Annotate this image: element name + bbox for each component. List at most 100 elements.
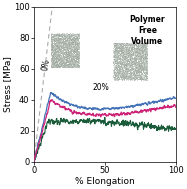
Point (51, 42, 54, 45)
Point (112, 51, 115, 54)
Point (129, 68, 132, 71)
Point (64, 48, 67, 51)
Point (65, 39, 68, 42)
Point (76, 44, 79, 47)
Point (141, 57, 144, 60)
Point (136, 49, 139, 52)
Point (56, 57, 59, 60)
Point (50, 59, 53, 62)
Point (75, 55, 78, 58)
Point (133, 67, 136, 70)
Point (142, 58, 145, 61)
Point (116, 42, 119, 45)
Point (75, 39, 78, 42)
Point (141, 56, 144, 59)
Point (120, 62, 123, 65)
Point (118, 70, 121, 73)
Point (71, 42, 74, 45)
Point (140, 65, 143, 68)
Point (141, 49, 144, 52)
Point (134, 50, 137, 53)
Point (139, 62, 142, 65)
Point (70, 42, 73, 45)
Point (123, 48, 126, 51)
Point (115, 42, 118, 45)
Point (57, 64, 60, 67)
Point (52, 36, 55, 39)
Point (58, 54, 61, 57)
Point (137, 44, 140, 47)
Point (130, 53, 133, 56)
Point (125, 76, 128, 79)
Point (50, 37, 53, 40)
Point (145, 50, 148, 53)
Point (126, 64, 129, 67)
Point (65, 57, 68, 60)
Point (137, 77, 140, 80)
Point (139, 50, 142, 53)
Point (66, 63, 69, 66)
Point (145, 47, 148, 50)
Point (66, 41, 69, 44)
Point (144, 54, 147, 57)
Point (128, 63, 131, 66)
Point (142, 77, 145, 81)
Point (115, 51, 118, 54)
Point (131, 42, 134, 45)
Point (131, 72, 134, 75)
Point (62, 32, 65, 35)
Point (117, 72, 120, 75)
Point (131, 76, 134, 79)
Point (59, 55, 62, 58)
Point (142, 76, 145, 79)
Point (65, 60, 68, 63)
Point (65, 49, 68, 52)
Point (74, 53, 77, 57)
Point (139, 58, 142, 61)
Point (144, 63, 147, 66)
Point (134, 47, 137, 50)
Point (76, 36, 79, 39)
Point (55, 64, 58, 67)
Point (52, 35, 55, 38)
Point (64, 65, 67, 68)
Point (141, 77, 144, 81)
Point (138, 56, 141, 59)
Point (130, 67, 133, 70)
Point (74, 42, 77, 45)
Point (64, 47, 67, 50)
Point (121, 44, 124, 47)
Point (141, 67, 144, 70)
Point (125, 41, 128, 44)
Point (59, 40, 62, 43)
Point (55, 45, 58, 48)
Point (143, 55, 146, 58)
Point (57, 61, 60, 64)
Point (122, 63, 125, 66)
Point (60, 51, 63, 54)
Point (54, 42, 57, 45)
Point (67, 65, 70, 68)
Point (144, 60, 147, 63)
Point (137, 44, 140, 47)
Point (133, 71, 136, 74)
Point (50, 36, 53, 39)
Point (113, 44, 116, 47)
Point (51, 53, 54, 56)
Point (115, 53, 118, 56)
Point (138, 68, 141, 71)
Point (144, 67, 147, 70)
Point (74, 58, 77, 61)
Point (53, 44, 56, 47)
Point (70, 59, 73, 62)
Point (124, 77, 127, 80)
Point (126, 44, 129, 47)
Point (136, 78, 139, 81)
Point (112, 60, 115, 63)
Point (66, 64, 69, 67)
Point (125, 65, 128, 68)
Point (128, 78, 131, 81)
Point (50, 34, 53, 37)
Point (53, 57, 56, 60)
Point (117, 50, 120, 53)
